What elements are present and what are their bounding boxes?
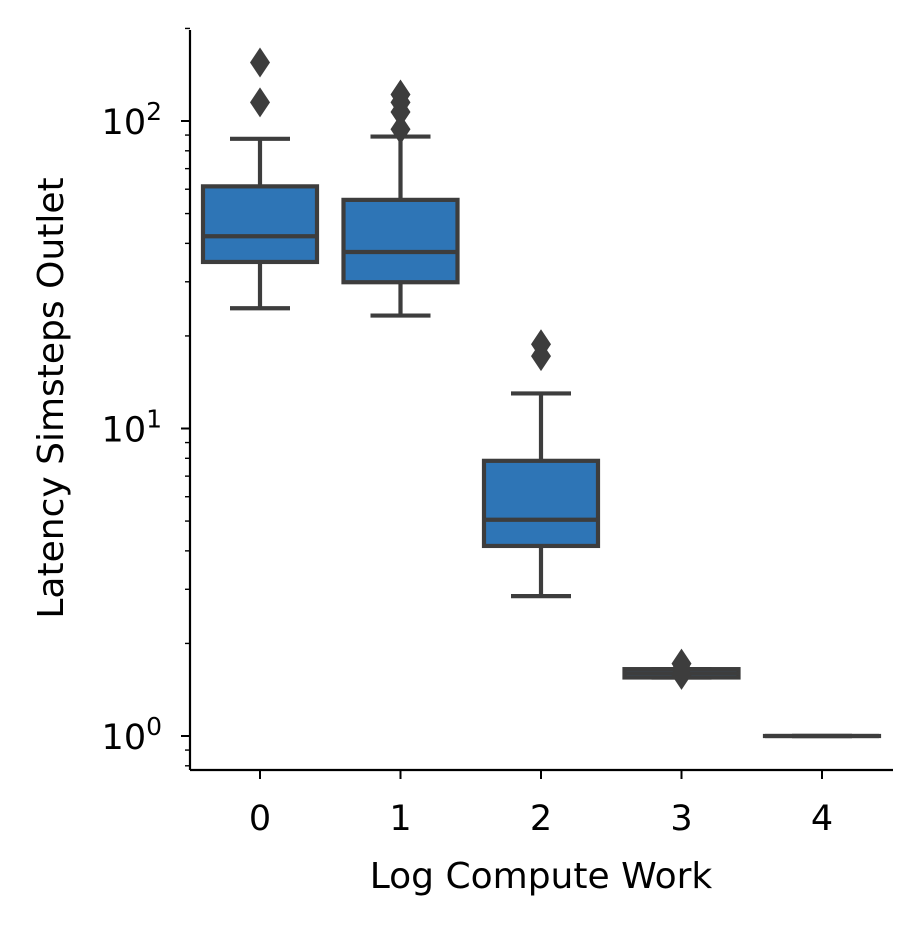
x-tick-label: 0 — [249, 799, 271, 839]
x-axis-title: Log Compute Work — [370, 856, 713, 897]
outlier-point — [390, 114, 411, 145]
x-tick-label: 3 — [670, 799, 692, 839]
box-iqr — [200, 184, 320, 265]
boxes-layer — [200, 47, 882, 739]
outlier-point — [671, 648, 692, 679]
y-tick-label: 100 — [102, 712, 162, 758]
box-group-2 — [481, 329, 601, 599]
outlier-point — [390, 79, 411, 110]
outlier-point — [531, 329, 551, 360]
box-iqr — [341, 197, 460, 285]
x-tick-label: 4 — [811, 799, 833, 839]
box-group-1 — [341, 79, 460, 318]
box-group-3 — [622, 648, 741, 690]
y-tick-label: 101 — [102, 405, 162, 451]
x-tick-label: 1 — [389, 799, 411, 839]
y-axis-title: Latency Simsteps Outlet — [31, 177, 72, 618]
x-tick-label: 2 — [530, 799, 552, 839]
outlier-point — [250, 47, 270, 78]
box-group-0 — [200, 47, 320, 311]
y-tick-label: 102 — [102, 97, 162, 143]
box-iqr — [481, 458, 601, 549]
outlier-point — [250, 87, 270, 118]
ticks-layer: 100 101 102 0 1 2 3 4 — [102, 27, 833, 839]
